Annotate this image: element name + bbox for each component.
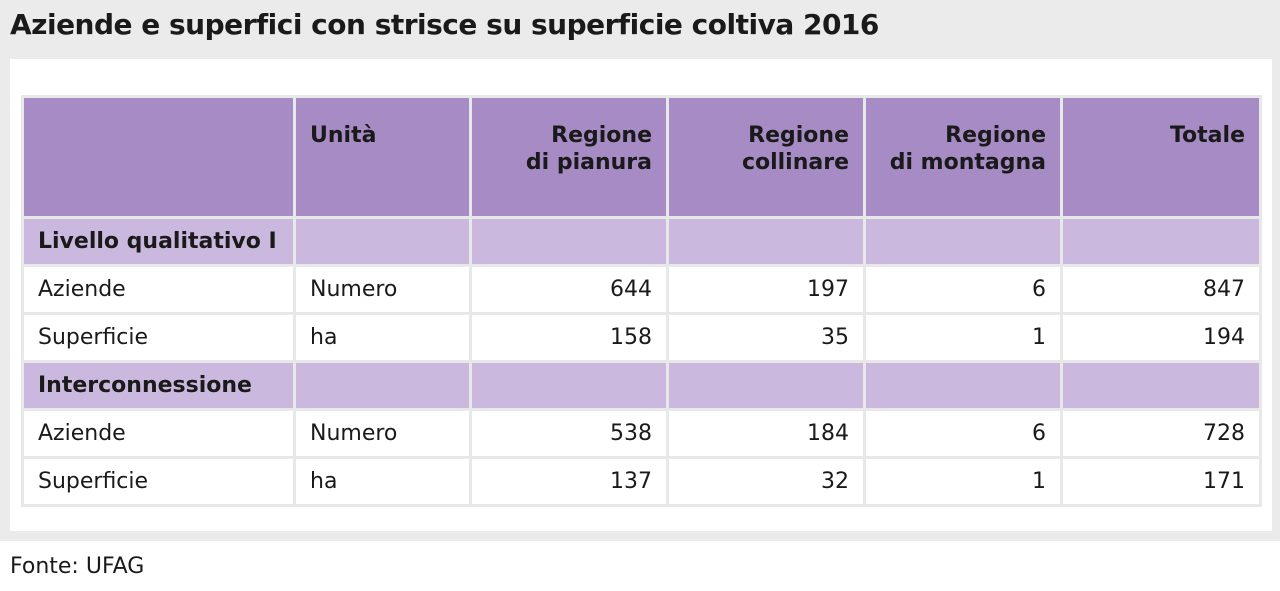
- cell-plain: 644: [469, 264, 669, 315]
- row-unit: Numero: [293, 264, 472, 315]
- cell-mountain: 1: [863, 312, 1063, 363]
- cell-plain: 158: [469, 312, 669, 363]
- row-label: Aziende: [21, 264, 296, 315]
- section-row-interconnection: Interconnessione: [21, 360, 1262, 411]
- source-note: Fonte: UFAG: [10, 554, 145, 579]
- cell-plain: 137: [469, 456, 669, 507]
- header-mountain-region: Regione di montagna: [863, 95, 1063, 219]
- data-table: Unità Regione di pianura Regione collinare…: [21, 95, 1262, 507]
- row-unit: ha: [293, 456, 472, 507]
- header-plain-region: Regione di pianura: [469, 95, 669, 219]
- row-label: Superficie: [21, 456, 296, 507]
- table-row: Superficie ha 137 32 1 171: [21, 456, 1262, 507]
- cell-total: 194: [1060, 312, 1262, 363]
- header-empty-cell: [21, 95, 296, 219]
- cell-hill: 197: [666, 264, 866, 315]
- figure-title: Aziende e superfici con strisce su super…: [10, 8, 879, 41]
- cell-hill: 32: [666, 456, 866, 507]
- table-row: Aziende Numero 538 184 6 728: [21, 408, 1262, 459]
- row-label: Superficie: [21, 312, 296, 363]
- cell-hill: 184: [666, 408, 866, 459]
- cell-plain: 538: [469, 408, 669, 459]
- row-label: Aziende: [21, 408, 296, 459]
- row-unit: Numero: [293, 408, 472, 459]
- header-hill-region: Regione collinare: [666, 95, 866, 219]
- header-unit: Unità: [293, 95, 472, 219]
- table-row: Superficie ha 158 35 1 194: [21, 312, 1262, 363]
- cell-total: 847: [1060, 264, 1262, 315]
- header-total: Totale: [1060, 95, 1262, 219]
- cell-total: 728: [1060, 408, 1262, 459]
- cell-total: 171: [1060, 456, 1262, 507]
- cell-mountain: 6: [863, 408, 1063, 459]
- table-header-row: Unità Regione di pianura Regione collinare…: [21, 95, 1262, 219]
- cell-mountain: 1: [863, 456, 1063, 507]
- section-row-quality-level: Livello qualitativo I: [21, 216, 1262, 267]
- table-row: Aziende Numero 644 197 6 847: [21, 264, 1262, 315]
- cell-hill: 35: [666, 312, 866, 363]
- cell-mountain: 6: [863, 264, 1063, 315]
- section-label: Livello qualitativo I: [21, 216, 296, 267]
- row-unit: ha: [293, 312, 472, 363]
- section-label: Interconnessione: [21, 360, 296, 411]
